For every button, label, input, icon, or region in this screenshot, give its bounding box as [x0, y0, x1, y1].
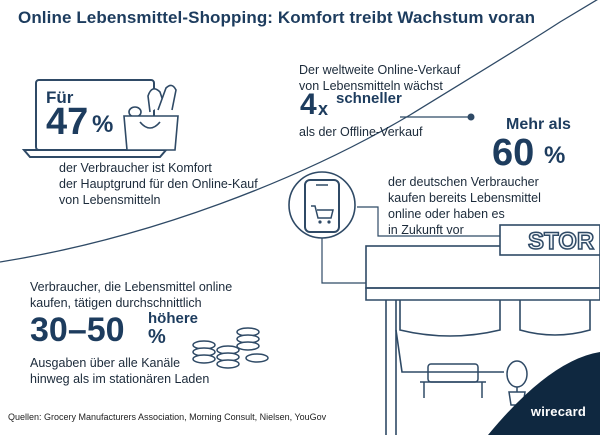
- store-sign-text: STOR: [528, 228, 594, 255]
- stat1-prefix: Für: [46, 88, 74, 107]
- storefront-icon: [365, 224, 600, 435]
- stat4-line: kaufen, tätigen durchschnittlich: [30, 296, 202, 310]
- growth-curve: [0, 0, 598, 263]
- guide-line: [321, 238, 366, 284]
- page-title: Online Lebensmittel-Shopping: Komfort tr…: [18, 8, 536, 27]
- stat1-line: der Hauptgrund für den Online-Kauf: [59, 177, 258, 191]
- coins-icon: [192, 327, 269, 369]
- stat2-line: Der weltweite Online-Verkauf: [299, 63, 461, 77]
- stat4-unit: %: [148, 326, 166, 348]
- stat4-caption-bottom: Ausgaben über alle Kanäle hinweg als im …: [30, 355, 209, 387]
- stat2-line: von Lebensmitteln wächst: [299, 79, 443, 93]
- sources-footnote: Quellen: Grocery Manufacturers Associati…: [8, 412, 327, 422]
- brand-logo: wirecard: [530, 404, 586, 419]
- stat3-unit: %: [544, 142, 566, 169]
- stat1-unit: %: [92, 111, 114, 138]
- stat4-word: höhere: [148, 310, 199, 327]
- stat1-line: von Lebensmitteln: [59, 193, 161, 207]
- stat3-line: kaufen bereits Lebensmittel: [388, 191, 541, 205]
- smartphone-icon: [288, 171, 356, 239]
- stat4-line: Ausgaben über alle Kanäle: [30, 356, 181, 370]
- stat4-caption-top: Verbraucher, die Lebensmittel online kau…: [30, 279, 232, 311]
- grocery-bag-icon: [123, 84, 179, 151]
- stat2-number: 4: [300, 88, 317, 121]
- stat3-caption: der deutschen Verbraucher kaufen bereits…: [388, 174, 541, 238]
- curve-dot: [467, 113, 475, 121]
- stat3-line: online oder haben es: [388, 207, 505, 221]
- stat3-line: der deutschen Verbraucher: [388, 175, 539, 189]
- stat2-caption-bottom: als der Offline-Verkauf: [299, 125, 423, 139]
- guide-line-2: [357, 206, 500, 237]
- stat1-caption: der Verbraucher ist Komfort der Hauptgru…: [59, 160, 258, 208]
- stat3-number: 60: [492, 132, 535, 174]
- stat2-word: schneller: [336, 90, 402, 107]
- stat1-number: 47: [46, 101, 89, 143]
- stat2-unit: x: [318, 99, 329, 119]
- stat2-caption-top: Der weltweite Online-Verkauf von Lebensm…: [299, 62, 460, 94]
- stat3-line: in Zukunft vor: [388, 223, 464, 237]
- brand-corner: [488, 352, 600, 435]
- stat4-line: Verbraucher, die Lebensmittel online: [30, 280, 233, 294]
- stat3-prefix: Mehr als: [506, 116, 571, 133]
- stat4-line: hinweg als im stationären Laden: [30, 372, 210, 386]
- bench-icon: [420, 363, 486, 398]
- stat4-number: 30–50: [30, 311, 125, 349]
- stat1-line: der Verbraucher ist Komfort: [59, 161, 212, 175]
- laptop-icon: [21, 79, 169, 158]
